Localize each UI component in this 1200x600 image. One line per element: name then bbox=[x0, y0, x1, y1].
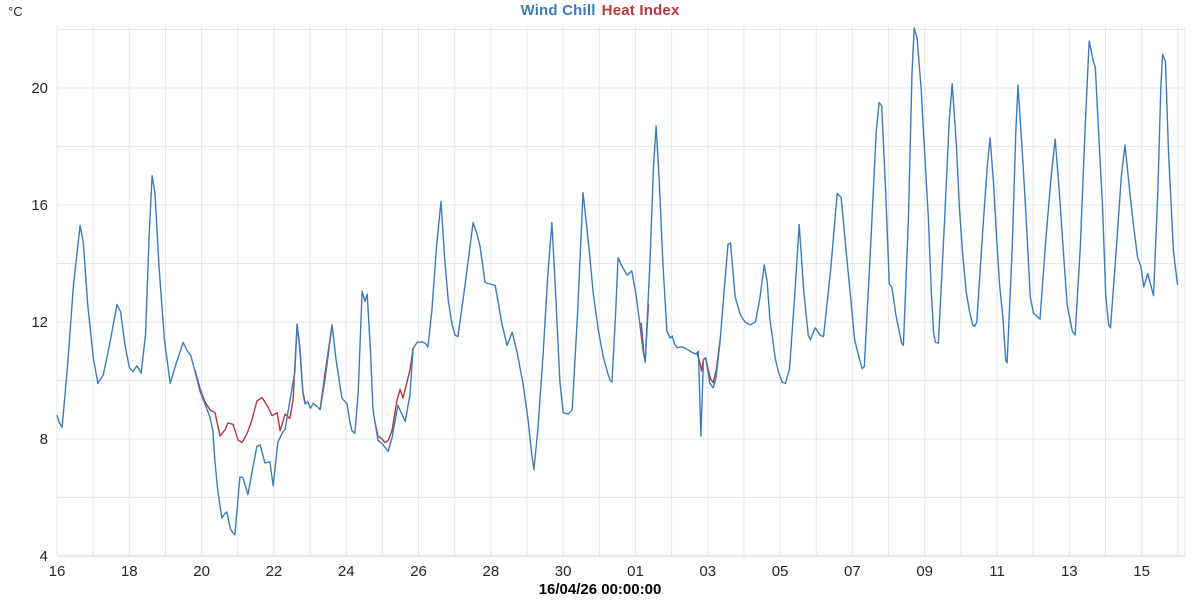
y-axis-unit-label: °C bbox=[8, 4, 23, 19]
x-tick-label: 05 bbox=[772, 563, 789, 580]
x-tick-label: 07 bbox=[844, 563, 861, 580]
x-tick-label: 22 bbox=[266, 563, 283, 580]
y-tick-label: 8 bbox=[40, 431, 48, 448]
x-tick-label: 30 bbox=[555, 563, 572, 580]
x-tick-label: 24 bbox=[338, 563, 355, 580]
x-tick-label: 01 bbox=[627, 563, 644, 580]
series-line-heat-index bbox=[194, 323, 298, 444]
x-tick-label: 09 bbox=[916, 563, 933, 580]
x-tick-label: 11 bbox=[989, 563, 1005, 580]
series-line-wind-chill bbox=[56, 27, 1179, 536]
x-tick-label: 20 bbox=[193, 563, 210, 580]
y-tick-label: 20 bbox=[31, 80, 48, 97]
x-tick-label: 13 bbox=[1061, 563, 1078, 580]
x-tick-label: 15 bbox=[1133, 563, 1150, 580]
x-axis-caption: 16/04/26 00:00:00 bbox=[538, 581, 662, 598]
legend-heat-index[interactable]: Heat Index bbox=[601, 2, 680, 19]
y-tick-label: 4 bbox=[40, 548, 48, 565]
x-tick-label: 03 bbox=[699, 563, 716, 580]
x-tick-label: 18 bbox=[121, 563, 138, 580]
y-tick-label: 16 bbox=[31, 197, 48, 214]
chart-title: Wind Chill Heat Index bbox=[0, 2, 1200, 19]
series-line-heat-index bbox=[374, 347, 414, 444]
x-tick-label: 26 bbox=[410, 563, 427, 580]
x-tick-label: 28 bbox=[483, 563, 500, 580]
y-tick-label: 12 bbox=[31, 314, 48, 331]
legend-wind-chill[interactable]: Wind Chill bbox=[520, 2, 596, 19]
x-tick-label: 16 bbox=[49, 563, 66, 580]
